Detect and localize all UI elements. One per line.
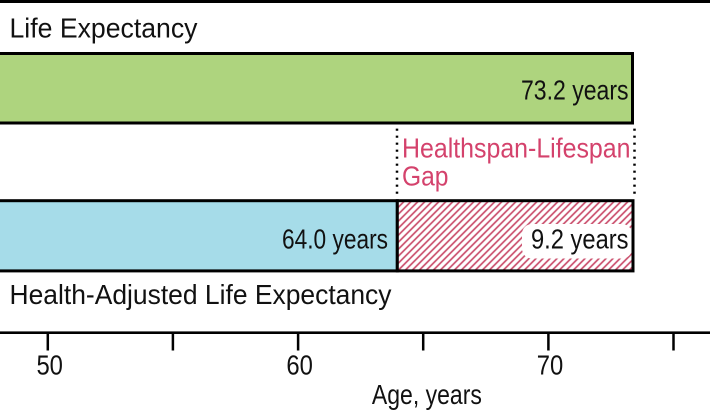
- svg-text:73.2 years: 73.2 years: [521, 75, 629, 106]
- svg-text:Healthspan-Lifespan: Healthspan-Lifespan: [402, 132, 631, 163]
- svg-text:9.2 years: 9.2 years: [531, 224, 629, 255]
- svg-text:Life Expectancy: Life Expectancy: [10, 13, 198, 44]
- svg-text:70: 70: [537, 350, 564, 381]
- svg-text:Gap: Gap: [402, 161, 449, 192]
- svg-text:50: 50: [36, 350, 63, 381]
- svg-text:Age, years: Age, years: [372, 379, 482, 410]
- svg-text:Health-Adjusted Life Expectanc: Health-Adjusted Life Expectancy: [10, 279, 392, 310]
- svg-text:60: 60: [286, 350, 313, 381]
- svg-text:64.0 years: 64.0 years: [282, 224, 388, 255]
